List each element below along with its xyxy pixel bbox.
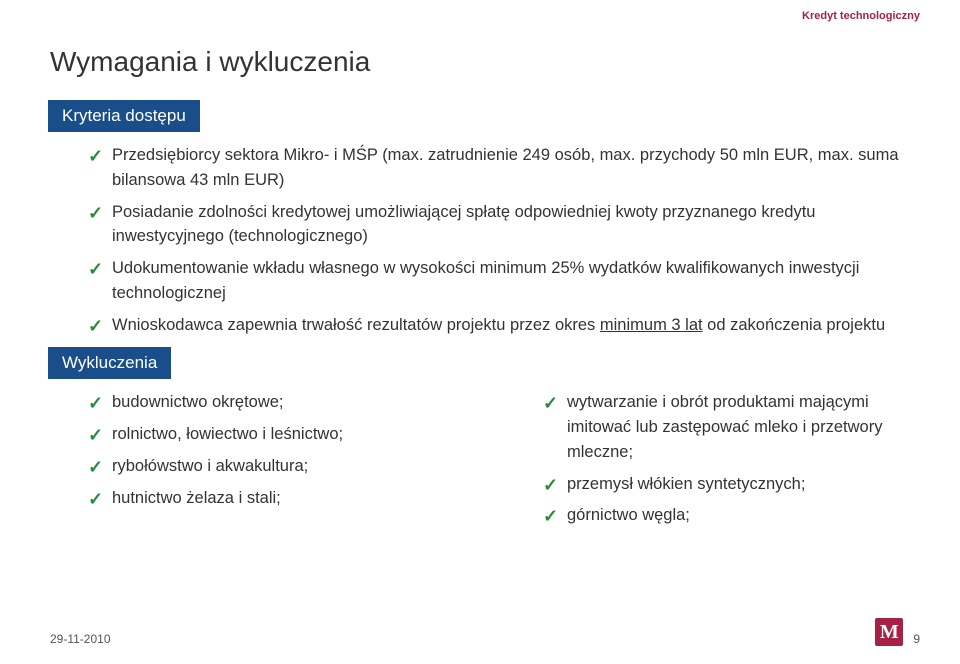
header-category-label: Kredyt technologiczny (802, 10, 920, 22)
criteria-list: Przedsiębiorcy sektora Mikro- i MŚP (max… (60, 143, 910, 337)
exclusion-item: hutnictwo żelaza i stali; (88, 486, 455, 511)
exclusions-section: Wykluczenia budownictwo okrętowe; rolnict… (50, 347, 910, 535)
exclusion-item: rybołówstwo i akwakultura; (88, 454, 455, 479)
footer: 29-11-2010 M 9 (50, 618, 920, 646)
exclusion-item: górnictwo węgla; (543, 503, 910, 528)
criteria-tag: Kryteria dostępu (48, 100, 200, 132)
exclusion-item: rolnictwo, łowiectwo i leśnictwo; (88, 422, 455, 447)
exclusions-right-list: wytwarzanie i obrót produktami mającymi … (525, 383, 910, 535)
criteria-item: Wnioskodawca zapewnia trwałość rezultató… (88, 313, 910, 338)
exclusion-item: budownictwo okrętowe; (88, 390, 455, 415)
footer-date: 29-11-2010 (50, 632, 111, 646)
exclusions-tag: Wykluczenia (48, 347, 171, 379)
page-title: Wymagania i wykluczenia (50, 46, 910, 78)
logo-icon: M (875, 618, 903, 646)
criteria-item: Posiadanie zdolności kredytowej umożliwi… (88, 200, 910, 250)
exclusion-item: przemysł włókien syntetycznych; (543, 472, 910, 497)
criteria-section: Kryteria dostępu Przedsiębiorcy sektora … (50, 100, 910, 337)
criteria-item: Udokumentowanie wkładu własnego w wysoko… (88, 256, 910, 306)
exclusion-item: wytwarzanie i obrót produktami mającymi … (543, 390, 910, 464)
criteria-item: Przedsiębiorcy sektora Mikro- i MŚP (max… (88, 143, 910, 193)
page-number: 9 (913, 632, 920, 646)
exclusions-left-list: budownictwo okrętowe; rolnictwo, łowiectw… (70, 383, 455, 535)
